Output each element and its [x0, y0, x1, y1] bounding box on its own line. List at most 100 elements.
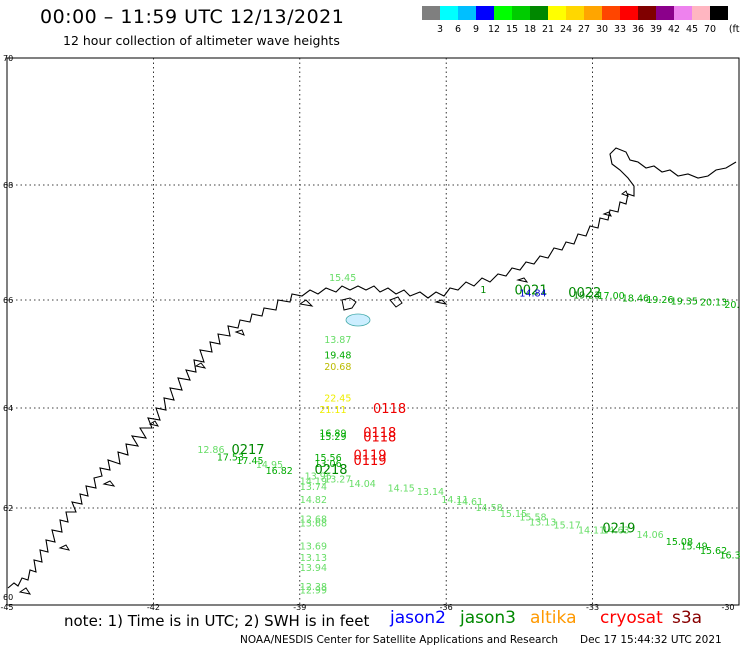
color-scale-label: 42	[667, 24, 681, 35]
wave-height-label: 12.86	[197, 445, 224, 456]
color-swatch	[674, 6, 692, 20]
legend-jason2: jason2	[390, 608, 446, 628]
wave-height-label: 14.15	[388, 484, 415, 495]
longitude-label: -36	[440, 603, 453, 612]
wave-height-label: 14.84	[519, 289, 546, 300]
pass-time-label: 0119	[353, 454, 386, 469]
wave-height-label: 19.26	[646, 295, 673, 306]
longitude-label: -30	[721, 603, 734, 612]
longitude-label: -42	[147, 603, 160, 612]
latitude-label: 66	[3, 296, 13, 305]
legend-altika: altika	[530, 608, 577, 628]
pass-time-label: 0118	[363, 431, 396, 446]
color-scale-label: 21	[541, 24, 555, 35]
wave-height-label: 15.45	[329, 273, 356, 284]
wave-height-label: 14.58	[475, 503, 502, 514]
color-swatch	[548, 6, 566, 20]
color-scale-label: 9	[472, 24, 480, 35]
wave-height-label: 12.68	[300, 515, 327, 526]
wave-height-label: 15.15	[500, 509, 527, 520]
map-title: 00:00 – 11:59 UTC 12/13/2021	[40, 6, 345, 28]
wave-height-label: 13.27	[324, 475, 351, 486]
color-scale-label: 30	[595, 24, 609, 35]
wave-height-label: 14.63	[602, 525, 629, 536]
legend-jason3: jason3	[460, 608, 516, 628]
wave-height-label: 13.13	[300, 553, 327, 564]
wave-height-label: 14.61	[456, 497, 483, 508]
wave-height-label: 16.89	[319, 429, 346, 440]
wave-height-label: 13.68	[300, 518, 327, 529]
wave-height-label: 13.06	[314, 459, 341, 470]
wave-height-label: 13.87	[324, 335, 351, 346]
pass-time-label: 0118	[373, 402, 406, 417]
wave-height-label: 1	[480, 285, 486, 296]
pass-time-label: 0119	[353, 449, 386, 464]
wave-height-label: 17.00	[597, 291, 624, 302]
latitude-label: 68	[3, 181, 13, 190]
wave-height-label: 14.11	[441, 495, 468, 506]
wave-height-label: 15.62	[700, 546, 727, 557]
latitude-label: 60	[3, 593, 13, 602]
color-swatch	[692, 6, 710, 20]
color-scale-unit: (ft)	[728, 24, 740, 35]
latitude-label: 62	[3, 504, 13, 513]
color-swatch	[656, 6, 674, 20]
color-scale-label: 70	[703, 24, 717, 35]
color-swatch	[584, 6, 602, 20]
wave-height-label: 15.49	[680, 541, 707, 552]
wave-height-label: 14.19	[300, 477, 327, 488]
color-scale-label: 27	[577, 24, 591, 35]
pass-time-label: 0022	[568, 286, 601, 301]
wave-height-label: 13.94	[300, 563, 327, 574]
color-swatch	[638, 6, 656, 20]
wave-height-label: 20.13	[700, 297, 727, 308]
wave-height-label: 15.08	[666, 537, 693, 548]
wave-height-label: 13.95	[305, 472, 332, 483]
wave-height-label: 17.45	[236, 456, 263, 467]
legend-s3a: s3a	[672, 608, 703, 628]
wave-height-label: 21.11	[319, 405, 346, 416]
wave-height-label: 19.35	[671, 296, 698, 307]
wave-height-label: 13.69	[300, 541, 327, 552]
pass-time-label: 0219	[602, 521, 635, 536]
color-scale-label: 6	[454, 24, 462, 35]
legend-cryosat: cryosat	[600, 608, 663, 628]
color-swatch	[494, 6, 512, 20]
longitude-label: -45	[0, 603, 13, 612]
longitude-label: -39	[293, 603, 306, 612]
wave-height-label: 12.38	[300, 582, 327, 593]
wave-height-label: 14.11	[578, 525, 605, 536]
wave-height-label: 14.06	[637, 530, 664, 541]
wave-height-label: 13.14	[417, 487, 444, 498]
wave-height-label: 15.29	[319, 432, 346, 443]
color-swatch	[458, 6, 476, 20]
fjord-ice	[345, 313, 371, 327]
color-scale-label: 18	[523, 24, 537, 35]
wave-height-label: 14.04	[349, 479, 376, 490]
wave-height-label: 17.53	[217, 453, 244, 464]
color-swatch	[566, 6, 584, 20]
wave-height-label: 19.48	[324, 350, 351, 361]
pass-time-label: 0217	[231, 443, 264, 458]
greenland-coastline	[7, 147, 737, 589]
color-swatch	[602, 6, 620, 20]
map-subtitle: 12 hour collection of altimeter wave hei…	[63, 33, 340, 48]
wave-height-label: 20.80	[724, 300, 740, 311]
color-scale-label: 15	[505, 24, 519, 35]
wave-height-label: 22.45	[324, 394, 351, 405]
wave-height-label: 18.46	[622, 294, 649, 305]
wave-height-label: 16.36	[719, 551, 740, 562]
credit-line: NOAA/NESDIS Center for Satellite Applica…	[240, 634, 558, 646]
generation-timestamp: Dec 17 15:44:32 UTC 2021	[580, 634, 722, 646]
wave-height-label: 15.58	[519, 512, 546, 523]
wave-height-label: 19.23	[573, 290, 600, 301]
wave-height-label: 14.95	[256, 460, 283, 471]
latitude-label: 70	[3, 54, 13, 63]
pass-time-label: 0218	[314, 463, 347, 478]
coastline-islands	[18, 190, 629, 595]
color-scale-label: 36	[631, 24, 645, 35]
color-scale-label: 39	[649, 24, 663, 35]
color-scale-label: 24	[559, 24, 573, 35]
footnote: note: 1) Time is in UTC; 2) SWH is in fe…	[64, 612, 370, 630]
